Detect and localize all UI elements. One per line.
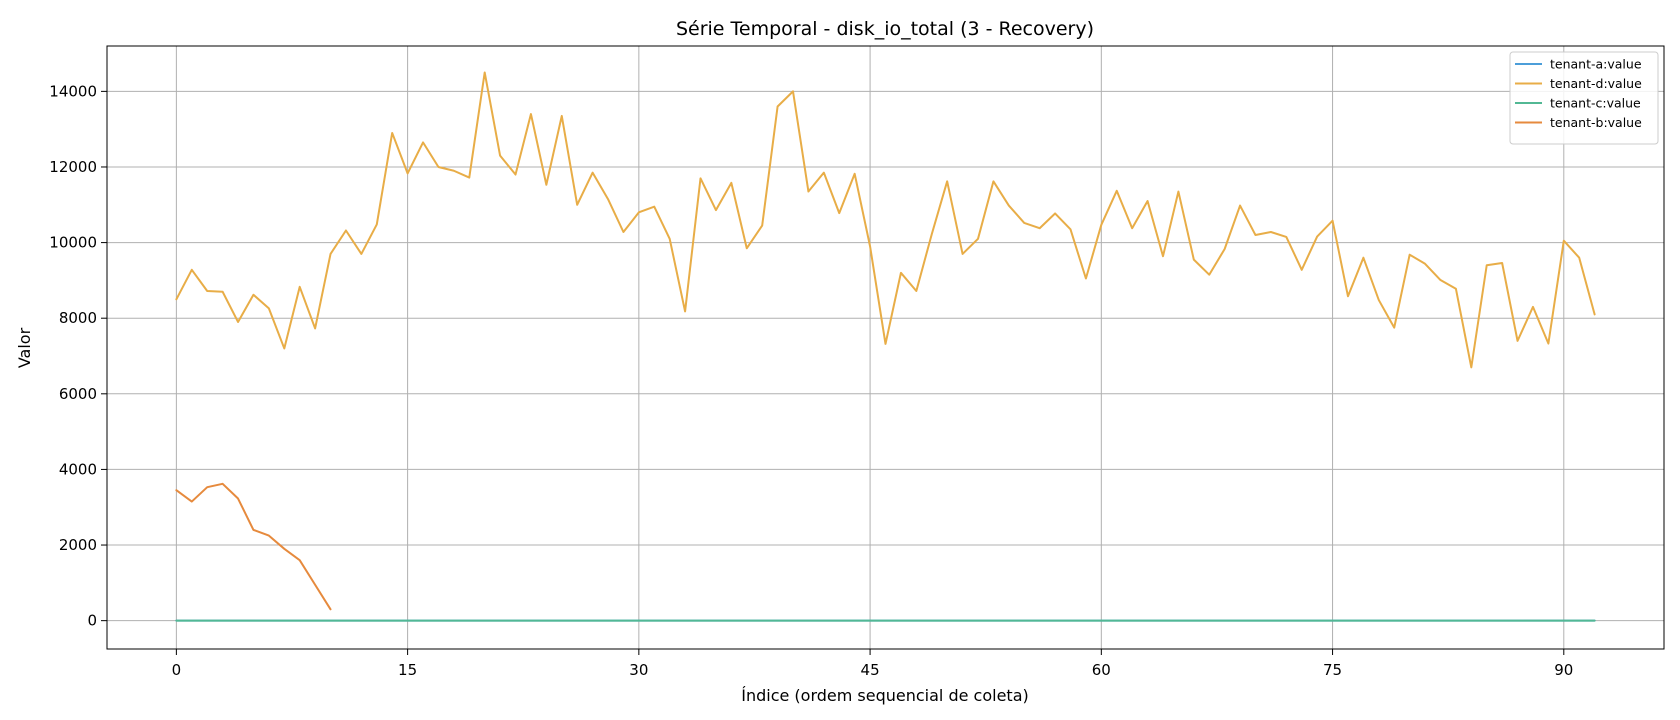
plot-frame — [106, 45, 1665, 650]
legend-box — [1509, 51, 1659, 145]
legend-label-tenant-d: tenant-d:value — [1550, 76, 1642, 91]
legend-label-tenant-c: tenant-c:value — [1550, 96, 1641, 111]
y-tick-label: 12000 — [49, 158, 97, 176]
y-tick-label: 2000 — [59, 536, 97, 554]
y-tick-label: 6000 — [59, 385, 97, 403]
grid-lines — [107, 46, 1664, 649]
legend-label-tenant-a: tenant-a:value — [1550, 57, 1642, 72]
y-axis-label: Valor — [15, 327, 34, 368]
axis-ticks: 0 15 30 45 60 75 90 0 2000 4000 6000 8000 10000 12000… — [49, 82, 1573, 679]
series-lines — [175, 71, 1596, 622]
x-tick-label: 90 — [1554, 661, 1573, 679]
series-line-tenant-b — [175, 482, 332, 611]
y-tick-label: 8000 — [59, 309, 97, 327]
x-tick-label: 45 — [861, 661, 880, 679]
legend: tenant-a:value tenant-d:value tenant-c:val… — [1509, 51, 1659, 145]
x-tick-label: 75 — [1323, 661, 1342, 679]
y-tick-label: 14000 — [49, 82, 97, 100]
x-tick-label: 0 — [172, 661, 182, 679]
x-axis-label: Índice (ordem sequencial de coleta) — [741, 686, 1029, 705]
x-tick-label: 30 — [629, 661, 648, 679]
series-line-tenant-d — [175, 71, 1596, 369]
legend-label-tenant-b: tenant-b:value — [1550, 115, 1642, 130]
chart-title: Série Temporal - disk_io_total (3 - Reco… — [676, 18, 1094, 40]
x-tick-label: 15 — [398, 661, 417, 679]
x-tick-label: 60 — [1092, 661, 1111, 679]
y-tick-label: 4000 — [59, 460, 97, 478]
y-tick-label: 0 — [87, 612, 97, 630]
y-tick-label: 10000 — [49, 234, 97, 252]
